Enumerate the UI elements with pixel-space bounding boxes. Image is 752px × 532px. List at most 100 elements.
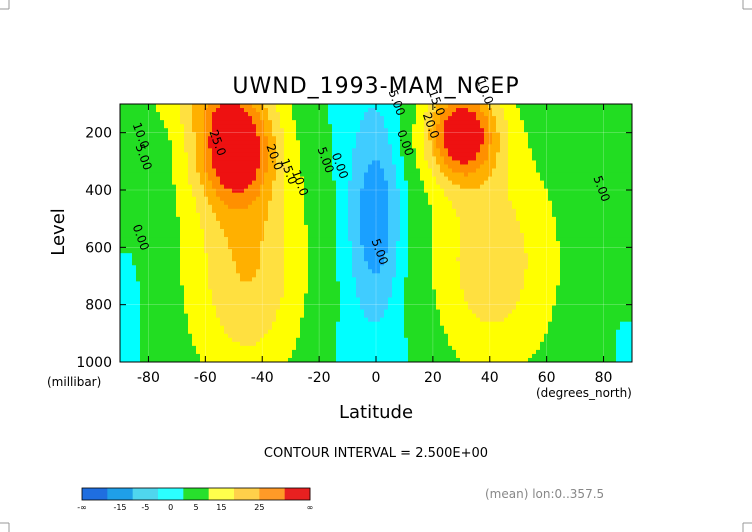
field-cell	[324, 237, 329, 242]
field-cell	[224, 293, 229, 299]
field-cell	[376, 204, 381, 210]
field-cell	[416, 136, 421, 141]
field-cell	[420, 144, 425, 149]
field-cell	[308, 269, 313, 274]
field-cell	[272, 192, 277, 198]
field-cell	[132, 116, 137, 121]
field-cell	[136, 160, 141, 166]
field-cell	[352, 168, 357, 174]
field-cell	[228, 329, 233, 335]
field-cell	[132, 353, 137, 359]
field-cell	[272, 108, 277, 113]
field-cell	[376, 144, 381, 149]
field-cell	[404, 216, 409, 222]
field-cell	[316, 333, 321, 339]
field-cell	[264, 204, 269, 210]
field-cell	[304, 301, 309, 307]
field-cell	[416, 273, 421, 278]
field-cell	[412, 281, 417, 287]
field-cell	[408, 200, 413, 206]
field-cell	[208, 305, 213, 311]
field-cell	[344, 273, 349, 278]
field-cell	[388, 216, 393, 222]
field-cell	[276, 289, 281, 295]
field-cell	[308, 261, 313, 266]
field-cell	[168, 309, 173, 315]
field-cell	[328, 212, 333, 218]
field-cell	[336, 176, 341, 182]
field-cell	[268, 156, 273, 162]
field-cell	[208, 321, 213, 327]
field-cell	[300, 269, 305, 274]
field-cell	[316, 104, 321, 109]
field-cell	[408, 224, 413, 230]
field-cell	[420, 245, 425, 250]
field-cell	[276, 237, 281, 242]
field-cell	[128, 196, 133, 202]
field-cell	[284, 273, 289, 278]
field-cell	[304, 321, 309, 327]
field-cell	[336, 140, 341, 145]
field-cell	[296, 132, 301, 137]
field-cell	[164, 180, 169, 186]
field-cell	[312, 208, 317, 214]
field-cell	[172, 156, 177, 162]
field-cell	[268, 192, 273, 198]
field-cell	[276, 253, 281, 258]
field-cell	[196, 192, 201, 198]
field-cell	[152, 192, 157, 198]
field-cell	[320, 128, 325, 133]
field-cell	[204, 277, 209, 282]
field-cell	[264, 160, 269, 166]
field-cell	[156, 265, 161, 270]
field-cell	[124, 269, 129, 274]
field-cell	[352, 285, 357, 291]
field-cell	[388, 349, 393, 355]
field-cell	[144, 237, 149, 242]
field-cell	[316, 321, 321, 327]
field-cell	[160, 305, 165, 311]
field-cell	[384, 180, 389, 186]
field-cell	[200, 337, 205, 343]
field-cell	[240, 313, 245, 319]
field-cell	[208, 228, 213, 234]
field-cell	[148, 136, 153, 141]
field-cell	[400, 237, 405, 242]
field-cell	[176, 273, 181, 278]
field-cell	[420, 172, 425, 178]
field-cell	[240, 301, 245, 307]
field-cell	[264, 200, 269, 206]
field-cell	[412, 257, 417, 262]
field-cell	[156, 216, 161, 222]
field-cell	[144, 192, 149, 198]
field-cell	[392, 341, 397, 347]
field-cell	[276, 293, 281, 299]
field-cell	[208, 120, 213, 125]
field-cell	[384, 245, 389, 250]
field-cell	[244, 257, 249, 262]
field-cell	[316, 241, 321, 246]
field-cell	[156, 112, 161, 117]
field-cell	[392, 104, 397, 109]
field-cell	[312, 124, 317, 129]
field-cell	[352, 281, 357, 287]
field-cell	[188, 345, 193, 351]
field-cell	[236, 120, 241, 125]
field-cell	[244, 172, 249, 178]
field-cell	[232, 337, 237, 343]
field-cell	[396, 116, 401, 121]
field-cell	[308, 216, 313, 222]
field-cell	[424, 180, 429, 186]
field-cell	[152, 261, 157, 266]
field-cell	[212, 249, 217, 254]
field-cell	[400, 269, 405, 274]
field-cell	[216, 220, 221, 226]
field-cell	[212, 128, 217, 133]
field-cell	[196, 333, 201, 339]
field-cell	[392, 152, 397, 158]
field-cell	[128, 237, 133, 242]
field-cell	[364, 216, 369, 222]
field-cell	[316, 305, 321, 311]
field-cell	[196, 289, 201, 295]
field-cell	[136, 301, 141, 307]
